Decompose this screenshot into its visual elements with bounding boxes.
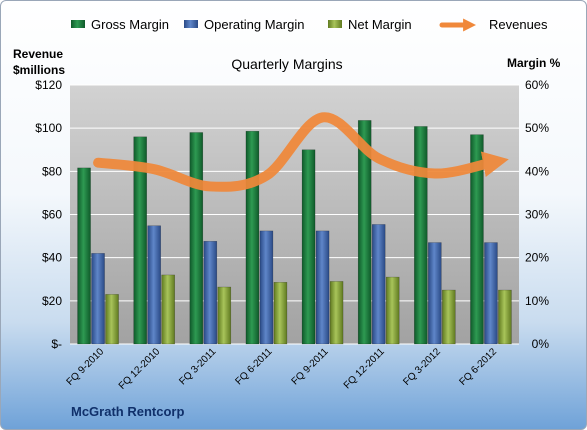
- legend-label-revenues: Revenues: [489, 17, 548, 32]
- bar-net-margin-fq-3-2012: [442, 289, 456, 345]
- left-tick-label: $80: [42, 164, 62, 178]
- bar-gross-margin-fq-9-2010: [77, 167, 91, 345]
- right-tick-label: 50%: [525, 121, 549, 135]
- bar-gross-margin-fq-12-2010: [133, 136, 147, 345]
- legend-label-operating-margin: Operating Margin: [204, 17, 304, 32]
- x-tick-label: FQ 9-2011: [290, 346, 331, 387]
- left-tick-label: $40: [42, 251, 62, 265]
- right-tick-label: 20%: [525, 251, 549, 265]
- bar-operating-margin-fq-3-2011: [203, 241, 218, 345]
- left-tick-label: $60: [42, 208, 62, 222]
- left-tick-label: $20: [42, 294, 62, 308]
- x-tick-label: FQ 12-2011: [342, 346, 387, 391]
- bar-gross-margin-fq-9-2011: [301, 149, 316, 345]
- x-tick-label: FQ 6-2012: [457, 346, 499, 388]
- x-axis-ticks: FQ 9-2010 FQ 12-2010 FQ 3-2011 FQ 6-2011 FQ …: [65, 346, 500, 392]
- bar-operating-margin-fq-3-2012: [428, 242, 442, 345]
- legend-swatch-net-margin: [328, 20, 342, 28]
- x-tick-label: FQ 3-2012: [401, 346, 443, 388]
- bar-operating-margin-fq-6-2012: [484, 242, 498, 345]
- bar-gross-margin-fq-3-2011: [189, 132, 204, 345]
- bar-net-margin-fq-6-2012: [498, 289, 512, 345]
- bar-net-margin-fq-6-2011: [273, 282, 288, 345]
- bar-group: [77, 120, 512, 345]
- right-tick-label: 0%: [532, 337, 550, 351]
- revenue-line-group: [93, 112, 509, 192]
- left-axis-ticks: $- $20 $40 $60 $80 $100 $120: [35, 78, 62, 351]
- right-axis-title: Margin %: [507, 56, 561, 70]
- left-tick-label: $-: [51, 337, 62, 351]
- left-tick-label: $120: [35, 78, 62, 92]
- bar-net-margin-fq-3-2011: [217, 286, 232, 345]
- right-tick-label: 60%: [525, 78, 549, 92]
- bar-gross-margin-fq-3-2012: [414, 126, 428, 345]
- legend-label-net-margin: Net Margin: [348, 17, 412, 32]
- bar-net-margin-fq-9-2010: [105, 294, 119, 345]
- legend: Gross Margin Operating Margin Net Margin…: [71, 17, 548, 32]
- legend-label-gross-margin: Gross Margin: [91, 17, 169, 32]
- right-tick-label: 30%: [525, 208, 549, 222]
- bar-net-margin-fq-12-2011: [385, 276, 400, 345]
- bar-gross-margin-fq-12-2011: [357, 120, 372, 345]
- x-tick-label: FQ 6-2011: [234, 346, 275, 387]
- bar-operating-margin-fq-12-2011: [371, 224, 386, 345]
- right-axis-ticks: 0% 10% 20% 30% 40% 50% 60%: [525, 78, 549, 351]
- x-tick-label: FQ 12-2010: [117, 346, 163, 392]
- right-tick-label: 10%: [525, 294, 549, 308]
- x-tick-label: FQ 3-2011: [177, 346, 218, 387]
- bar-operating-margin-fq-6-2011: [259, 230, 274, 345]
- chart-title: Quarterly Margins: [231, 56, 342, 72]
- left-tick-label: $100: [35, 121, 62, 135]
- revenue-line: [93, 112, 509, 192]
- x-tick-label: FQ 9-2010: [65, 346, 107, 388]
- bar-net-margin-fq-9-2011: [329, 281, 344, 345]
- bar-operating-margin-fq-9-2011: [315, 230, 330, 345]
- right-tick-label: 40%: [525, 164, 549, 178]
- footer-company-name: McGrath Rentcorp: [71, 404, 184, 419]
- bar-gross-margin-fq-6-2012: [470, 134, 484, 345]
- legend-swatch-gross-margin: [71, 20, 85, 28]
- legend-swatch-operating-margin: [184, 20, 198, 28]
- left-axis-title-line1: Revenue: [13, 47, 63, 61]
- bar-operating-margin-fq-12-2010: [147, 225, 161, 345]
- bar-operating-margin-fq-9-2010: [91, 253, 105, 345]
- bar-gross-margin-fq-6-2011: [245, 130, 260, 345]
- bar-net-margin-fq-12-2010: [161, 274, 175, 345]
- left-axis-title-line2: $millions: [13, 63, 65, 77]
